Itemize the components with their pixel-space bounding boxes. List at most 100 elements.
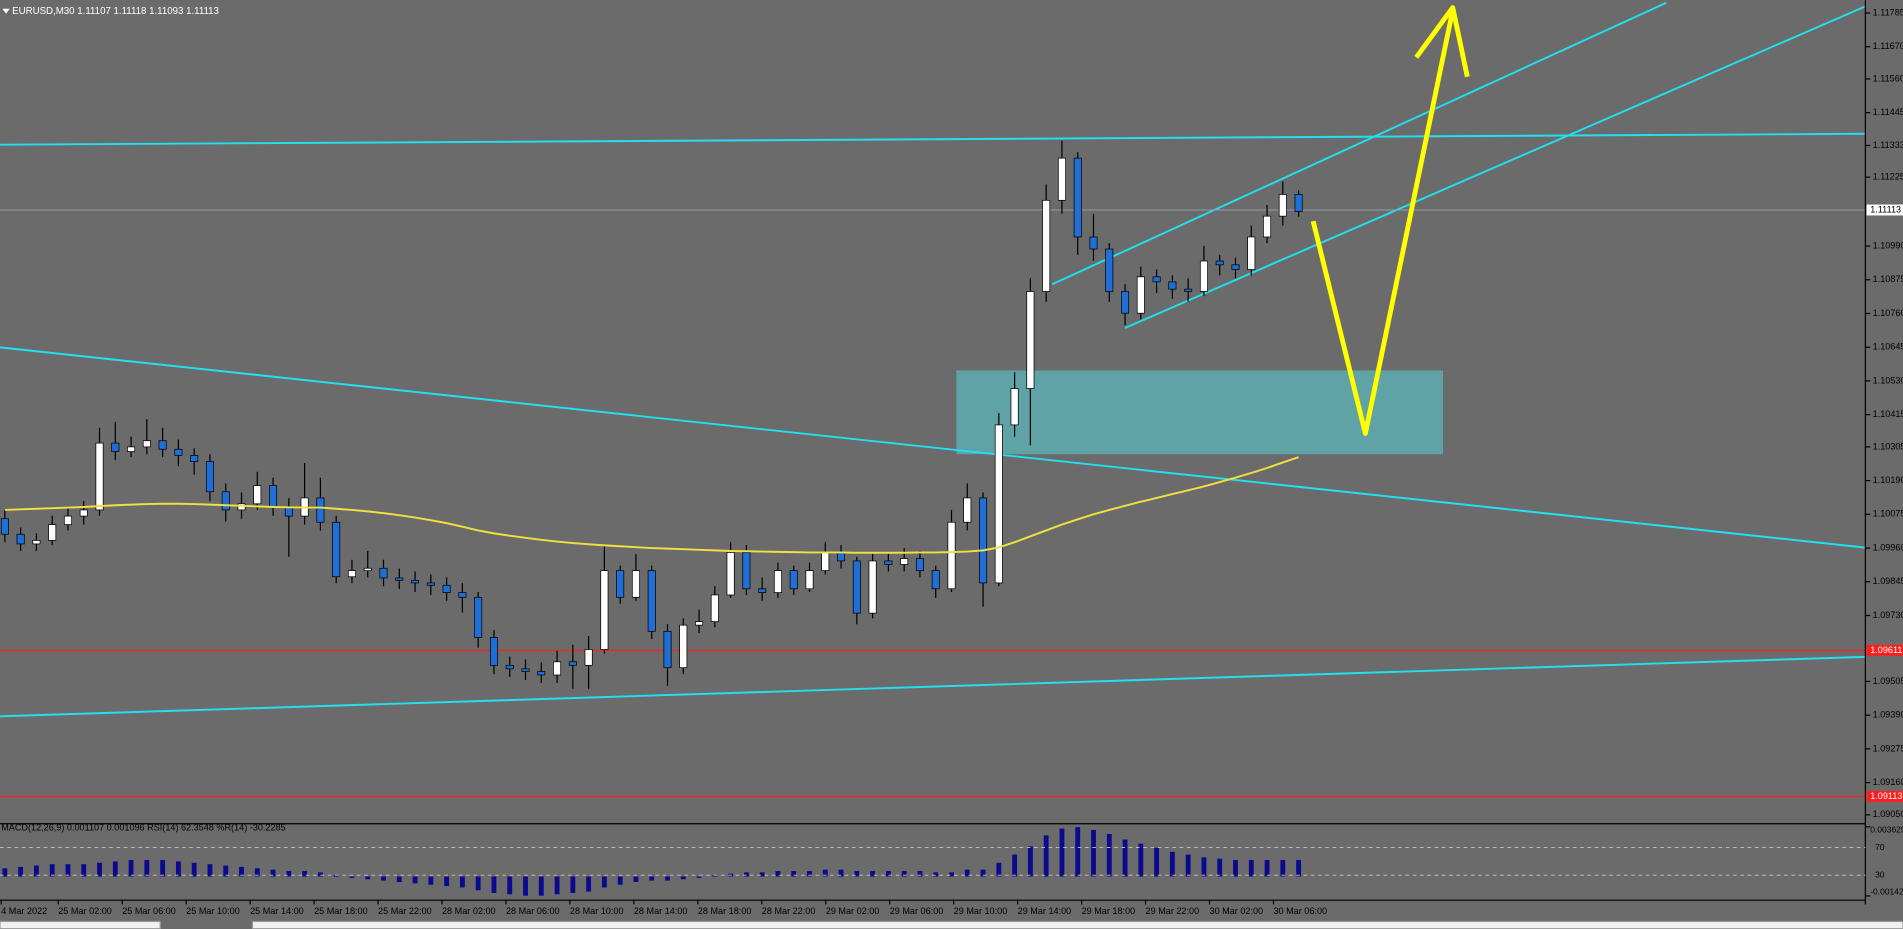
- macd-bar: [207, 864, 213, 877]
- x-tick-label: 25 Mar 10:00: [186, 906, 240, 916]
- x-tick-label: 28 Mar 22:00: [762, 906, 816, 916]
- macd-bar: [1233, 860, 1238, 877]
- candle-body: [821, 552, 830, 571]
- candle-body: [553, 661, 562, 676]
- macd-bar: [412, 876, 418, 884]
- macd-bar: [381, 876, 386, 881]
- candle-body: [1231, 264, 1240, 270]
- tab[interactable]: [0, 920, 161, 929]
- macd-bar: [81, 864, 87, 877]
- macd-bar: [1201, 857, 1207, 877]
- chart-title: EURUSD,M30 1.11107 1.11118 1.11093 1.111…: [12, 6, 219, 17]
- candle-body: [931, 570, 940, 590]
- current-price-label: 1.11113: [1870, 204, 1901, 214]
- macd-bar: [491, 876, 497, 893]
- candle-body: [158, 440, 167, 450]
- candle-body: [32, 540, 41, 545]
- macd-bar: [964, 869, 970, 877]
- overlay: [1310, 5, 1470, 436]
- macd-bar: [1138, 843, 1144, 877]
- level-label: 70: [1875, 842, 1885, 852]
- candle-body: [1294, 194, 1303, 212]
- candle-body: [269, 485, 278, 508]
- x-tick-label: 25 Mar 06:00: [122, 906, 176, 916]
- macd-bar: [270, 869, 276, 877]
- macd-bar: [696, 876, 702, 878]
- macd-bar: [980, 869, 986, 877]
- tab[interactable]: [251, 920, 1903, 929]
- candle-body: [773, 570, 782, 593]
- candle-body: [1010, 388, 1019, 426]
- candle-body: [726, 552, 735, 596]
- y-tick-label: 1.10760: [1873, 308, 1903, 318]
- indicator-tick-label: -0.00142: [1870, 887, 1903, 897]
- candle-body: [710, 594, 719, 622]
- candle-body: [1042, 199, 1051, 292]
- price-line-tag: [1866, 644, 1903, 656]
- y-tick-label: 1.10305: [1873, 441, 1903, 451]
- x-tick-label: 30 Mar 02:00: [1210, 906, 1264, 916]
- macd-bar: [191, 862, 197, 877]
- macd-bar: [1059, 828, 1065, 877]
- candle-body: [253, 485, 262, 505]
- candle-body: [79, 509, 88, 517]
- macd-bar: [885, 871, 891, 877]
- y-tick-label: 1.09160: [1873, 777, 1903, 787]
- macd-bar: [807, 871, 812, 877]
- macd-bar: [601, 876, 607, 888]
- candle-body: [1105, 248, 1114, 292]
- macd-bar: [333, 875, 339, 877]
- indicator-tick-label: 0.003629: [1870, 825, 1903, 835]
- macd-bar: [933, 872, 939, 877]
- y-tick-label: 1.11225: [1873, 172, 1903, 182]
- candle-body: [695, 621, 704, 626]
- candle-body: [758, 588, 767, 593]
- macd-bar: [1280, 860, 1286, 877]
- x-tick-label: 28 Mar 14:00: [634, 906, 688, 916]
- y-tick-label: 1.10075: [1873, 509, 1903, 519]
- candle-body: [1026, 291, 1035, 389]
- candle-body: [884, 560, 893, 565]
- price-line-label: 1.09113: [1870, 791, 1902, 801]
- candle-body: [1152, 276, 1161, 283]
- macd-bar: [570, 876, 576, 893]
- trend-line: [0, 655, 1866, 718]
- candle-body: [1247, 236, 1256, 270]
- x-tick-label: 25 Mar 14:00: [250, 906, 304, 916]
- candle-body: [111, 442, 120, 452]
- candle-body: [1184, 288, 1193, 292]
- candle-body: [347, 570, 356, 578]
- x-tick-label: 25 Mar 18:00: [314, 906, 368, 916]
- macd-bar: [49, 864, 55, 877]
- macd-bar: [949, 872, 954, 877]
- current-price-tag: [1866, 204, 1903, 216]
- candle-body: [994, 424, 1003, 584]
- macd-bar: [459, 876, 465, 888]
- moving-average: [4, 456, 1299, 554]
- candle-body: [947, 521, 956, 590]
- macd-bar: [475, 876, 481, 891]
- candle-body: [458, 592, 467, 598]
- candle-body: [205, 461, 214, 493]
- y-tick-label: 1.09390: [1873, 710, 1903, 720]
- macd-bar: [223, 865, 229, 877]
- candle-body: [1121, 291, 1130, 314]
- macd-bar: [917, 871, 923, 877]
- macd-bar: [65, 864, 71, 877]
- macd-bar: [1248, 860, 1254, 877]
- macd-bar: [1091, 829, 1096, 877]
- candle-body: [679, 624, 688, 669]
- macd-bar: [317, 872, 323, 877]
- macd-bar: [2, 868, 8, 877]
- menu-arrow[interactable]: [2, 8, 10, 14]
- x-tick-label: 4 Mar 2022: [1, 906, 47, 916]
- x-tick-label: 29 Mar 02:00: [826, 906, 880, 916]
- macd-bar: [18, 866, 24, 877]
- candle-body: [805, 570, 814, 590]
- series: [0, 140, 1866, 896]
- y-tick-label: 1.11560: [1873, 73, 1903, 83]
- x-tick-label: 29 Mar 06:00: [890, 906, 944, 916]
- y-tick-label: 1.09845: [1873, 576, 1903, 586]
- candle-body: [568, 661, 577, 666]
